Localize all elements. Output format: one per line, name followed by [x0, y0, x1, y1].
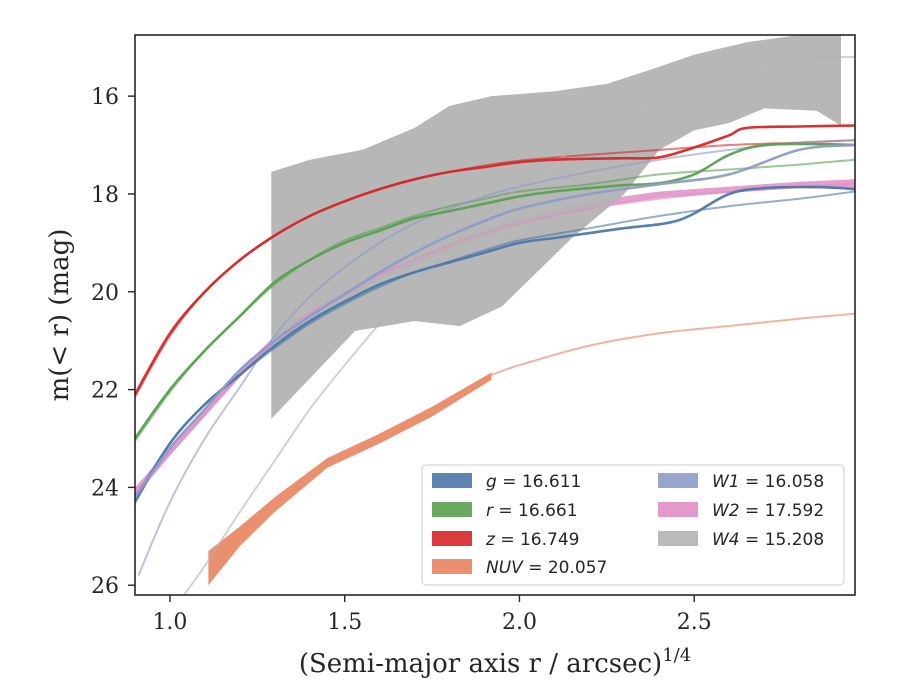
y-axis-ticks: 16 18 20 22 24 26: [91, 85, 135, 599]
legend-box: [421, 464, 845, 586]
w4-model-curve: [182, 56, 855, 595]
nuv-legend-label: NUV = 20.057: [486, 558, 607, 578]
w1-legend-swatch: [658, 473, 698, 488]
r-profile-curve: [135, 142, 855, 440]
x-tick-label: 2.5: [677, 610, 712, 635]
nuv-band: [208, 372, 492, 586]
nuv-model-curve: [491, 312, 855, 376]
w1-profile-curve: [135, 143, 855, 498]
w1-legend-label: W1 = 16.058: [712, 472, 824, 492]
nuv-legend-swatch: [432, 559, 472, 574]
plot-frame: [134, 34, 856, 596]
w4-legend-label: W4 = 15.208: [712, 530, 824, 550]
y-tick-label: 20: [91, 281, 119, 306]
z-legend-swatch: [432, 531, 472, 546]
w4-band: [271, 35, 841, 419]
w2-legend-label: W2 = 17.592: [712, 501, 824, 521]
y-tick-label: 26: [91, 574, 119, 599]
y-tick-label: 16: [91, 85, 119, 110]
w4-legend-swatch: [658, 531, 698, 546]
r-legend-swatch: [432, 502, 472, 517]
data-curves: [135, 124, 855, 503]
x-axis-ticks: 1.0 1.5 2.0 2.5: [152, 595, 712, 635]
x-tick-label: 2.0: [502, 610, 537, 635]
y-tick-label: 18: [91, 183, 119, 208]
y-axis-label: m(< r) (mag): [45, 229, 75, 402]
y-tick-label: 24: [91, 476, 119, 501]
z-profile-curve: [135, 124, 855, 396]
w2-legend-swatch: [658, 502, 698, 517]
w1-model-curve: [137, 139, 855, 576]
g-legend-label: g = 16.611: [486, 472, 581, 492]
z-legend-label: z = 16.749: [485, 530, 579, 550]
x-tick-label: 1.5: [327, 610, 362, 635]
g-legend-swatch: [432, 473, 472, 488]
x-axis-label: (Semi-major axis r / arcsec)1/4: [299, 645, 691, 679]
x-tick-label: 1.0: [152, 610, 187, 635]
r-legend-label: r = 16.661: [486, 501, 578, 521]
g-profile-curve: [135, 185, 855, 503]
w2-model-curve: [135, 183, 855, 493]
y-tick-label: 22: [91, 379, 119, 404]
legend: g = 16.611 r = 16.661 z = 16.749 NUV = 20.0…: [421, 464, 845, 586]
